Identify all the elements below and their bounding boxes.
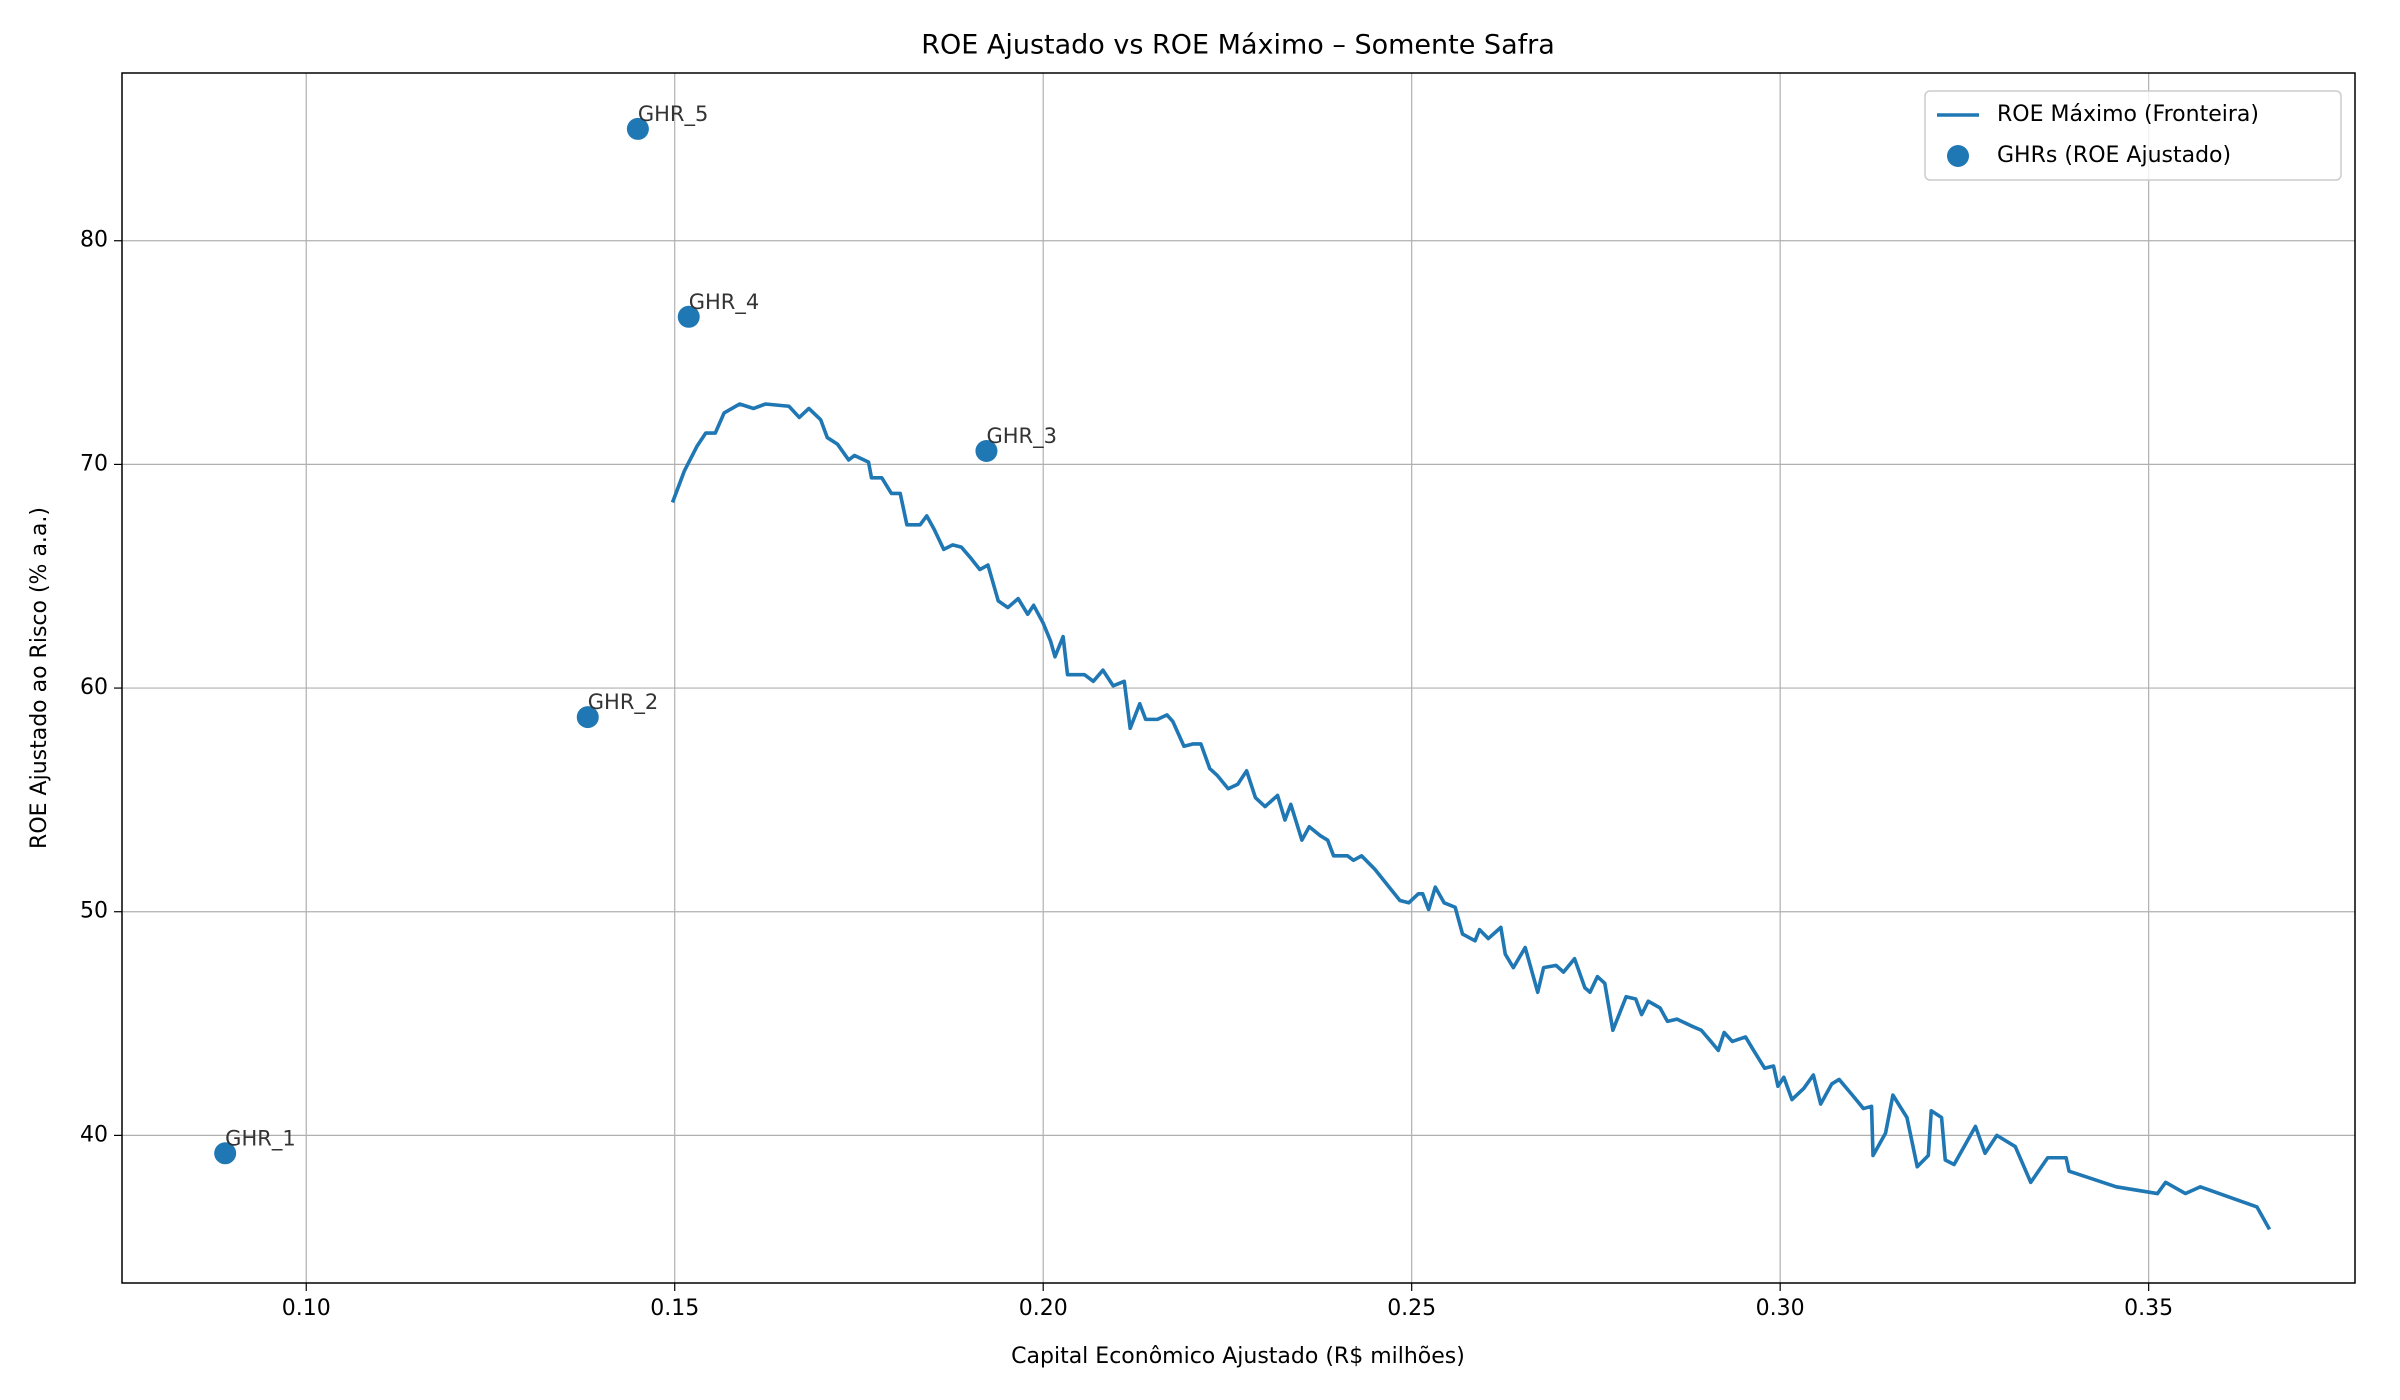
frontier-line [670,402,2272,1231]
plot-frame [121,72,2356,1284]
legend-swatch [1947,145,1969,167]
point-label: GHR_1 [225,1126,296,1151]
scatter-point [576,706,599,729]
x-tick-label: 0.10 [282,1296,331,1321]
y-tick-label: 80 [80,228,108,253]
chart-title: ROE Ajustado vs ROE Máximo – Somente Saf… [921,30,1555,61]
y-tick-label: 70 [80,451,108,476]
x-tick-label: 0.20 [1019,1296,1068,1321]
point-label: GHR_4 [689,290,760,315]
y-axis-label: ROE Ajustado ao Risco (% a.a.) [27,507,52,849]
scatter-point [975,439,998,462]
x-tick-label: 0.25 [1387,1296,1436,1321]
point-label: GHR_5 [638,102,709,127]
y-tick-label: 40 [80,1122,108,1147]
scatter-point [626,117,649,140]
legend-box [1924,90,2342,181]
x-axis-label: Capital Econômico Ajustado (R$ milhões) [1011,1344,1465,1369]
scatter-point [214,1142,237,1165]
point-label: GHR_3 [986,424,1057,449]
y-tick-label: 50 [80,899,108,924]
point-label: GHR_2 [588,690,659,715]
x-tick-label: 0.35 [2124,1296,2173,1321]
x-tick-label: 0.15 [650,1296,699,1321]
y-tick-label: 60 [80,675,108,700]
scatter-point [677,305,700,328]
x-tick-label: 0.30 [1756,1296,1805,1321]
legend-label: ROE Máximo (Fronteira) [1997,102,2259,127]
legend-label: GHRs (ROE Ajustado) [1997,143,2231,168]
